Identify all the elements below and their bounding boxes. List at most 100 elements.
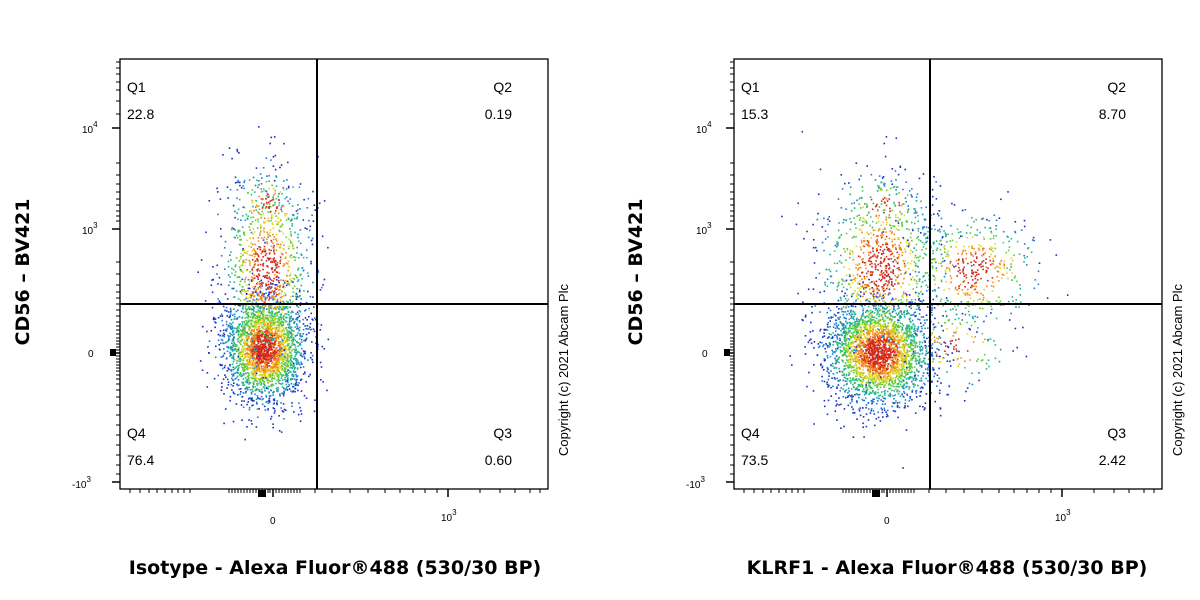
event-dot: [287, 344, 290, 347]
event-dot: [240, 310, 243, 313]
event-dot: [243, 233, 245, 235]
event-dot: [875, 368, 877, 371]
event-dot: [252, 349, 254, 351]
event-dot: [249, 229, 251, 231]
event-dot: [244, 307, 247, 309]
event-dot: [233, 393, 236, 395]
event-dot: [232, 355, 235, 358]
event-dot: [861, 323, 863, 325]
event-dot: [303, 339, 305, 342]
event-dot: [240, 269, 242, 272]
event-dot: [284, 362, 286, 364]
event-dot: [858, 396, 860, 399]
event-dot: [266, 340, 269, 342]
event-dot: [226, 298, 229, 300]
event-dot: [259, 362, 261, 365]
event-dot: [304, 339, 307, 342]
event-dot: [836, 419, 838, 421]
event-dot: [260, 287, 262, 289]
event-dot: [265, 325, 267, 327]
event-dot: [286, 338, 289, 341]
event-dot: [233, 296, 236, 298]
event-dot: [239, 360, 241, 362]
event-dot: [250, 329, 253, 332]
event-dot: [247, 317, 249, 319]
event-dot: [927, 380, 929, 382]
event-dot: [233, 342, 236, 345]
event-dot: [269, 311, 271, 314]
event-dot: [903, 392, 906, 394]
event-dot: [277, 322, 279, 325]
event-dot: [258, 306, 260, 308]
event-dot: [263, 405, 266, 408]
event-dot: [831, 362, 834, 365]
event-dot: [246, 308, 249, 311]
event-dot: [239, 239, 241, 241]
event-dot: [262, 398, 264, 400]
event-dot: [843, 337, 846, 339]
event-dot: [270, 366, 272, 369]
event-dot: [298, 257, 300, 259]
event-dot: [248, 279, 251, 281]
event-dot: [832, 373, 835, 375]
event-dot: [257, 351, 260, 353]
event-dot: [282, 342, 284, 344]
event-dot: [275, 355, 278, 357]
event-dot: [819, 311, 821, 313]
y-tick-label-neg1e3: -103: [72, 475, 91, 491]
event-dot: [278, 326, 281, 328]
event-dot: [256, 227, 259, 229]
event-dot: [254, 325, 257, 327]
event-dot: [921, 349, 924, 351]
event-dot: [249, 364, 252, 366]
event-dot: [899, 310, 902, 313]
event-dot: [280, 367, 282, 370]
event-dot: [246, 316, 248, 319]
event-dot: [868, 340, 870, 343]
event-dot: [869, 301, 871, 303]
event-dot: [259, 340, 262, 342]
event-dot: [261, 322, 263, 324]
quadrant-q3-value: 0.60: [485, 452, 512, 468]
event-dot: [286, 329, 288, 331]
event-dot: [283, 327, 285, 330]
event-dot: [274, 203, 276, 206]
event-dot: [208, 352, 210, 354]
event-dot: [311, 341, 313, 343]
event-dot: [264, 342, 267, 344]
event-dot: [309, 322, 312, 325]
event-dot: [263, 204, 265, 206]
event-dot: [883, 356, 885, 359]
event-dot: [240, 335, 242, 337]
event-dot: [257, 330, 260, 333]
event-dot: [286, 331, 289, 334]
event-dot: [250, 231, 253, 234]
event-dot: [910, 341, 912, 343]
event-dot: [222, 332, 225, 334]
event-dot: [265, 364, 267, 367]
event-dot: [261, 306, 263, 309]
event-dot: [296, 218, 298, 220]
event-dot: [259, 330, 261, 332]
event-dot: [845, 320, 847, 323]
event-dot: [287, 323, 289, 326]
event-dot: [860, 345, 862, 347]
event-dot: [231, 369, 233, 371]
event-dot: [250, 349, 253, 351]
event-dot: [275, 288, 277, 291]
event-dot: [285, 352, 287, 355]
event-dot: [240, 292, 242, 294]
event-dot: [924, 347, 927, 349]
event-dot: [245, 269, 248, 271]
event-dot: [252, 306, 254, 308]
event-dot: [242, 358, 245, 360]
event-dot: [274, 259, 277, 262]
event-dot: [266, 341, 269, 343]
event-dot: [273, 332, 275, 335]
event-dot: [264, 362, 267, 365]
event-dot: [273, 194, 275, 196]
event-dot: [269, 278, 271, 280]
event-dot: [270, 283, 272, 285]
event-dot: [946, 393, 948, 396]
event-dot: [246, 352, 248, 355]
